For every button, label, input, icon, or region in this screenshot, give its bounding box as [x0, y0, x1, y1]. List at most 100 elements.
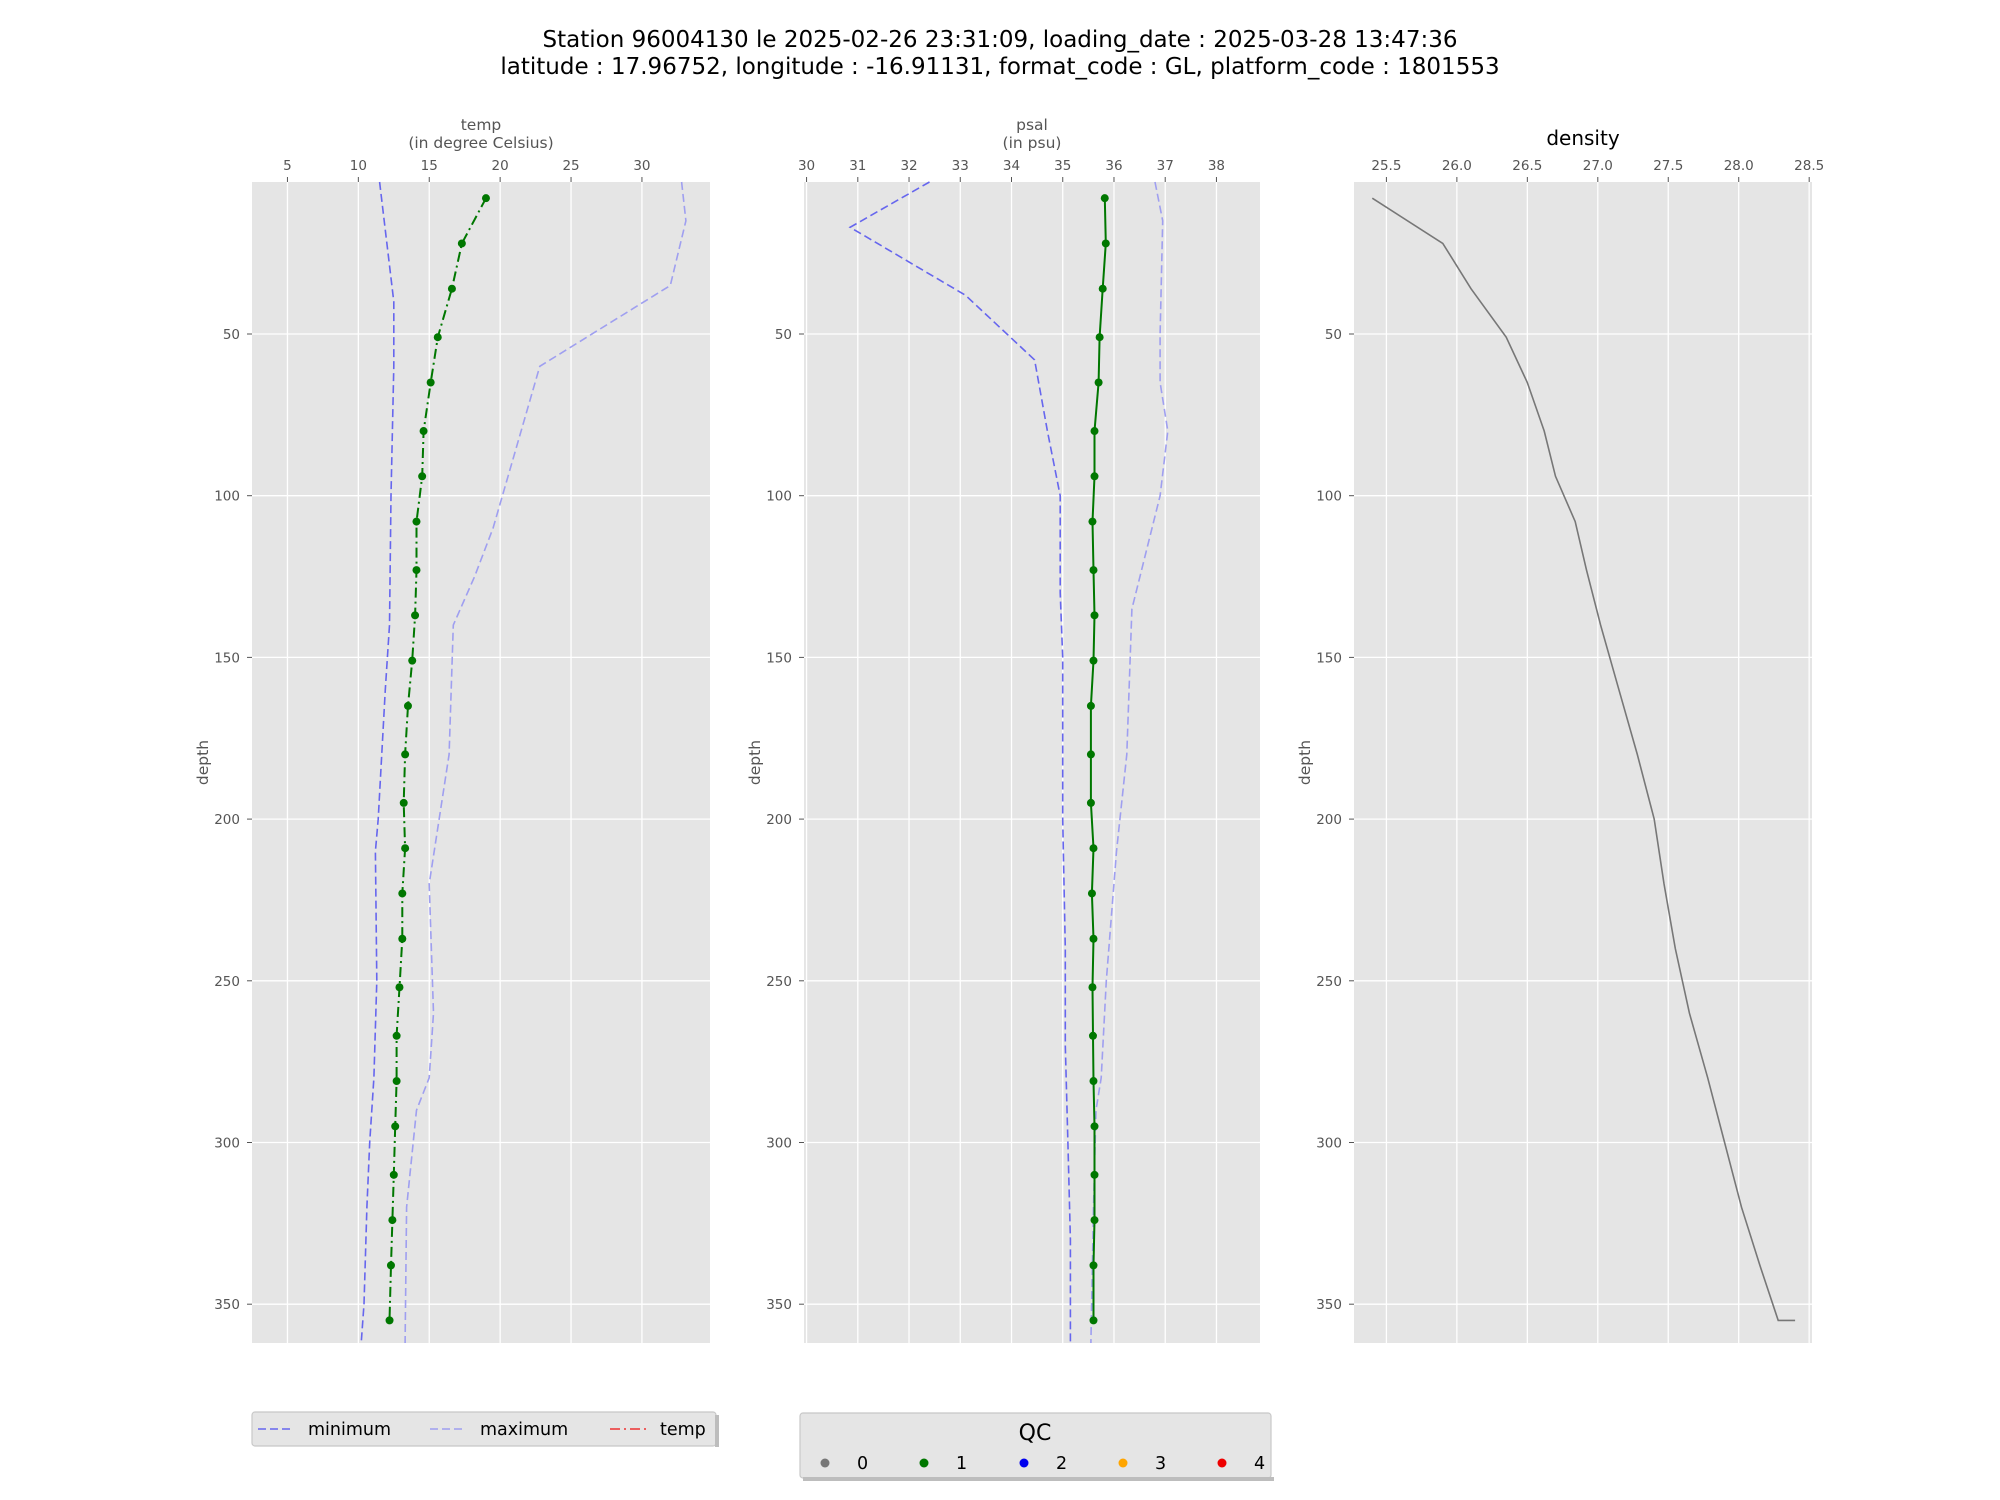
y-tick-label: 250	[766, 974, 792, 990]
data-point-psal	[1090, 611, 1099, 620]
x-tick-label: 25	[562, 158, 579, 174]
x-tick-label: 25.5	[1371, 158, 1401, 174]
y-tick-label: 250	[1316, 974, 1342, 990]
series-line-density	[1371, 197, 1796, 1322]
data-point-temp	[389, 1170, 398, 1179]
y-tick-label: 350	[214, 1297, 240, 1313]
x-tick-label: 36	[1105, 158, 1122, 174]
chart-title-line-2: latitude : 17.96752, longitude : -16.911…	[500, 54, 1500, 80]
x-tick-label: 32	[900, 158, 917, 174]
y-tick-label: 100	[1316, 489, 1342, 505]
y-tick-label: 350	[1316, 1297, 1342, 1313]
x-tick-label: 30	[633, 158, 650, 174]
series-line-minimum	[848, 181, 1072, 1343]
series-line-maximum	[1090, 181, 1169, 1344]
data-point-psal	[1089, 656, 1098, 665]
y-tick-label: 300	[766, 1135, 792, 1151]
y-tick-label: 100	[214, 489, 240, 505]
qc-label-0: 0	[857, 1454, 868, 1474]
data-point-temp	[395, 983, 404, 992]
data-point-psal	[1100, 194, 1109, 203]
data-point-temp	[433, 333, 442, 342]
data-point-temp	[398, 934, 407, 943]
x-tick-label: 10	[350, 158, 367, 174]
data-point-psal	[1088, 1031, 1097, 1040]
x-tick-label: 33	[952, 158, 969, 174]
y-tick-label: 150	[214, 650, 240, 666]
data-point-psal	[1101, 239, 1110, 248]
qc-label-3: 3	[1155, 1454, 1166, 1474]
data-point-temp	[418, 472, 427, 481]
data-point-psal	[1090, 1122, 1099, 1131]
data-point-temp	[447, 284, 456, 293]
data-point-temp	[386, 1261, 395, 1270]
data-point-psal	[1087, 889, 1096, 898]
y-tick-label: 150	[766, 650, 792, 666]
y-tick-label: 250	[214, 974, 240, 990]
x-tick-label: 31	[849, 158, 866, 174]
data-point-temp	[412, 566, 421, 575]
qc-marker-1	[919, 1458, 929, 1468]
data-point-psal	[1089, 566, 1098, 575]
x-axis-unit-label: (in psu)	[1003, 134, 1062, 152]
x-tick-label: 28.0	[1724, 158, 1754, 174]
data-point-psal	[1090, 1170, 1099, 1179]
x-axis-unit-label: (in degree Celsius)	[408, 134, 553, 152]
data-point-temp	[403, 701, 412, 710]
legend-label-maximum: maximum	[480, 1420, 568, 1440]
qc-marker-4	[1217, 1458, 1227, 1468]
data-point-temp	[401, 844, 410, 853]
qc-label-4: 4	[1254, 1454, 1265, 1474]
data-point-psal	[1090, 1216, 1099, 1225]
data-point-psal	[1088, 983, 1097, 992]
data-point-psal	[1089, 1077, 1098, 1086]
x-tick-label: 34	[1003, 158, 1020, 174]
panel-3-background	[1354, 182, 1812, 1343]
data-point-temp	[426, 378, 435, 387]
y-tick-label: 50	[1325, 327, 1342, 343]
legend-label-minimum: minimum	[308, 1420, 391, 1440]
data-point-temp	[408, 656, 417, 665]
data-point-psal	[1090, 472, 1099, 481]
data-point-temp	[391, 1122, 400, 1131]
panel-2-background	[804, 182, 1260, 1343]
data-point-temp	[457, 239, 466, 248]
data-point-psal	[1094, 378, 1103, 387]
qc-legend: QC 0 1 2 3 4	[799, 1412, 1274, 1481]
qc-legend-shadow	[803, 1477, 1274, 1481]
x-tick-label: 37	[1157, 158, 1174, 174]
panel-3: 25.5 26.0 26.5 27.0 27.5 28.0 28.5 50 100 150 200 2…	[1296, 126, 1824, 1343]
data-point-temp	[385, 1316, 394, 1325]
panel-title: density	[1546, 126, 1619, 150]
panel-1: 5 10 15 20 25 30 50 100 150 200 250 300 350 temp(in d…	[194, 116, 710, 1344]
qc-label-1: 1	[956, 1454, 967, 1474]
y-tick-label: 100	[766, 489, 792, 505]
legend-shadow	[715, 1415, 719, 1447]
x-tick-label: 35	[1054, 158, 1071, 174]
qc-marker-0	[820, 1458, 830, 1468]
x-tick-label: 15	[421, 158, 438, 174]
qc-legend-title: QC	[1019, 1421, 1052, 1446]
y-axis-label: depth	[1296, 740, 1314, 785]
data-point-temp	[392, 1031, 401, 1040]
x-tick-label: 20	[492, 158, 509, 174]
data-point-psal	[1086, 798, 1095, 807]
panel-1-background	[252, 182, 710, 1343]
y-axis-label: depth	[746, 740, 764, 785]
data-point-temp	[388, 1216, 397, 1225]
y-tick-label: 300	[1316, 1135, 1342, 1151]
data-point-temp	[399, 798, 408, 807]
data-point-psal	[1089, 1316, 1098, 1325]
data-point-psal	[1086, 701, 1095, 710]
data-point-psal	[1089, 1261, 1098, 1270]
y-tick-label: 300	[214, 1135, 240, 1151]
x-tick-label: 26.0	[1442, 158, 1472, 174]
x-tick-label: 30	[798, 158, 815, 174]
line-legend: minimum maximum temp	[251, 1411, 719, 1447]
data-point-psal	[1095, 333, 1104, 342]
y-axis-label: depth	[194, 740, 212, 785]
data-point-temp	[411, 611, 420, 620]
data-point-temp	[419, 427, 428, 436]
data-point-psal	[1090, 427, 1099, 436]
